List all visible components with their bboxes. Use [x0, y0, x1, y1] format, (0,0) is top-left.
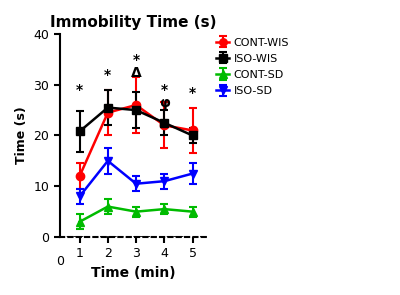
X-axis label: Time (min): Time (min) — [91, 266, 176, 280]
Text: Δ: Δ — [131, 66, 142, 80]
Text: *: * — [104, 68, 111, 82]
Text: *: * — [76, 83, 83, 97]
Text: *: * — [132, 53, 140, 67]
Text: 0: 0 — [56, 255, 64, 268]
Text: φ: φ — [159, 96, 170, 110]
Text: *: * — [189, 86, 196, 100]
Legend: CONT-WIS, ISO-WIS, CONT-SD, ISO-SD: CONT-WIS, ISO-WIS, CONT-SD, ISO-SD — [214, 35, 291, 98]
Text: *: * — [161, 83, 168, 97]
Y-axis label: Time (s): Time (s) — [15, 106, 28, 164]
Title: Immobility Time (s): Immobility Time (s) — [50, 15, 216, 30]
